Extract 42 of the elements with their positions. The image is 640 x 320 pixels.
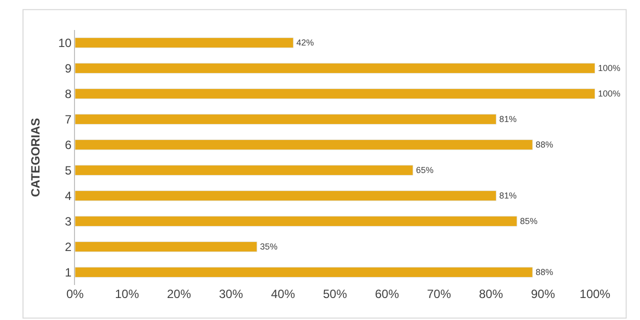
- data-label: 65%: [416, 165, 434, 176]
- y-tick-label: 1: [64, 265, 72, 280]
- y-tick-label: 4: [64, 188, 72, 203]
- x-tick-label: 0%: [66, 287, 84, 301]
- data-label: 88%: [536, 267, 554, 278]
- data-label: 81%: [499, 190, 517, 201]
- y-tick-label: 2: [64, 240, 72, 254]
- data-label: 100%: [598, 88, 621, 99]
- x-tick-label: 70%: [426, 287, 452, 301]
- bar: [75, 216, 518, 227]
- y-tick-label: 9: [64, 61, 72, 76]
- y-tick-label: 7: [64, 112, 72, 126]
- bar: [75, 190, 496, 202]
- x-tick-label: 30%: [218, 287, 244, 301]
- x-tick-label: 20%: [166, 287, 192, 301]
- y-axis-title: CATEGORIAS: [28, 118, 43, 198]
- data-label: 81%: [499, 114, 517, 124]
- x-tick-label: 90%: [530, 287, 556, 301]
- x-tick-label: 100%: [580, 287, 611, 301]
- data-label: 35%: [260, 242, 278, 252]
- bar: [75, 37, 294, 48]
- data-label: 42%: [296, 38, 314, 48]
- bar: [75, 88, 595, 100]
- bar: [75, 266, 533, 278]
- data-label: 88%: [536, 140, 554, 150]
- y-tick-label: 6: [64, 138, 72, 152]
- x-tick-label: 80%: [478, 287, 504, 301]
- bar: [75, 62, 595, 74]
- x-tick-label: 10%: [114, 287, 140, 301]
- data-label: 85%: [520, 216, 538, 226]
- x-tick-label: 50%: [322, 287, 348, 301]
- bar: [75, 164, 414, 176]
- x-tick-label: 40%: [270, 287, 296, 301]
- bar: [75, 241, 258, 252]
- bar: [75, 114, 496, 125]
- y-tick-label: 10: [58, 36, 72, 50]
- bar: [75, 139, 533, 150]
- y-tick-label: 5: [64, 163, 72, 178]
- y-tick-label: 8: [64, 86, 72, 101]
- data-label: 100%: [598, 63, 621, 74]
- y-tick-label: 3: [64, 214, 72, 228]
- x-tick-label: 60%: [374, 287, 400, 301]
